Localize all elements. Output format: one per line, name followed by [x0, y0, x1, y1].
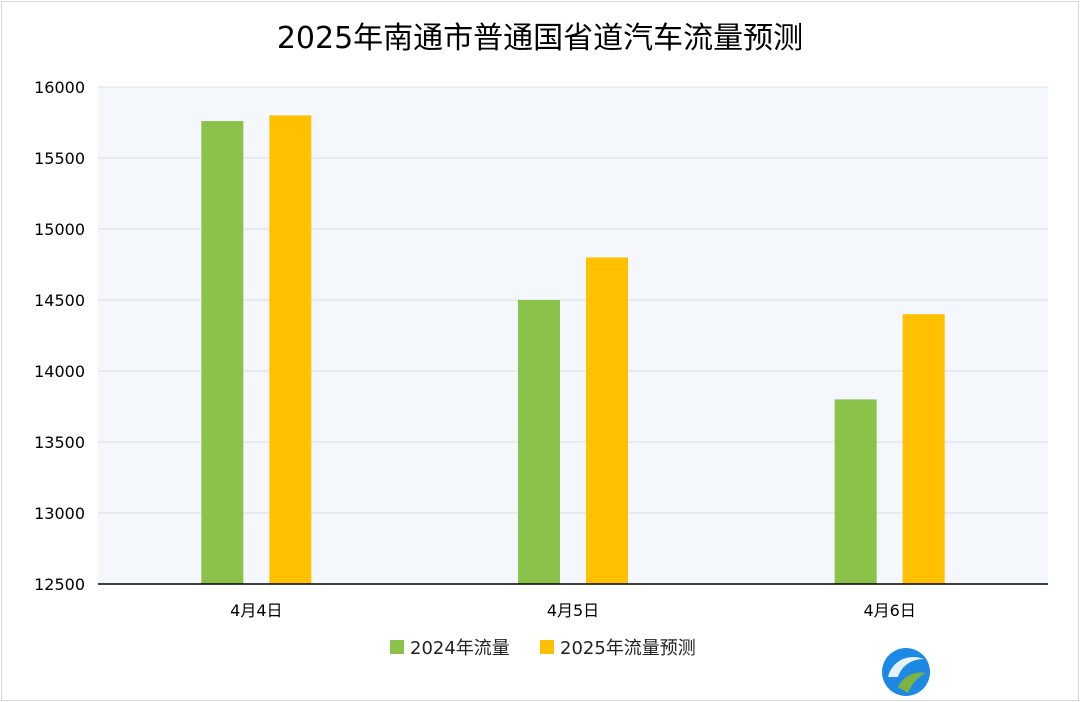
y-axis-ticks: 16000 15500 15000 14500 14000 13500 13000 12500: [34, 78, 85, 594]
bar-series1-2: [518, 300, 560, 584]
legend-label: 2025年流量预测: [560, 638, 696, 659]
bar-series2-1: [269, 115, 312, 585]
legend: 2024年流量 2025年流量预测: [390, 638, 696, 659]
bar-series1-1: [201, 121, 244, 584]
y-tick-label: 15500: [34, 149, 85, 168]
x-tick-label: 4月5日: [547, 601, 599, 620]
legend-swatch: [390, 640, 404, 654]
legend-swatch: [540, 640, 554, 654]
y-tick-label: 12500: [34, 575, 85, 594]
y-tick-label: 15000: [34, 220, 85, 239]
logo-icon: [882, 648, 930, 696]
bars: [201, 115, 945, 585]
y-tick-label: 14500: [34, 291, 85, 310]
x-tick-label: 4月4日: [230, 601, 282, 620]
x-axis-ticks: 4月4日 4月5日 4月6日: [230, 601, 916, 620]
y-tick-label: 13000: [34, 504, 85, 523]
plot-area-background: [98, 87, 1048, 584]
y-tick-label: 13500: [34, 433, 85, 452]
bar-series1-3: [834, 399, 877, 584]
legend-label: 2024年流量: [410, 638, 510, 659]
x-tick-label: 4月6日: [863, 601, 915, 620]
grid-lines: [98, 86, 1048, 514]
y-tick-label: 16000: [34, 78, 85, 97]
bar-series2-2: [586, 257, 628, 584]
chart-title: 2025年南通市普通国省道汽车流量预测: [277, 21, 803, 56]
bar-series2-3: [902, 314, 945, 584]
y-tick-label: 14000: [34, 362, 85, 381]
